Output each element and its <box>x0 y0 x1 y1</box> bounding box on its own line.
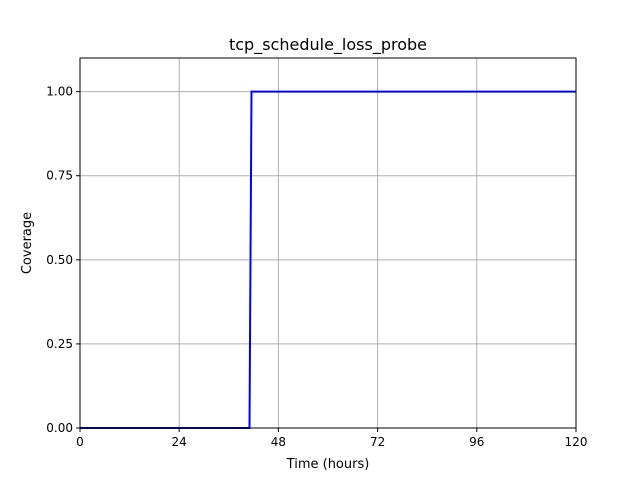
plot-frame <box>79 57 577 429</box>
x-tick-label: 48 <box>271 435 286 449</box>
y-axis-ticks: 0.00 0.25 0.50 0.75 1.00 <box>46 85 80 435</box>
x-tick-label: 72 <box>370 435 385 449</box>
chart-title: tcp_schedule_loss_probe <box>229 35 427 55</box>
y-tick-label: 0.00 <box>46 421 73 435</box>
x-axis-label: Time (hours) <box>286 457 370 472</box>
y-tick-label: 0.75 <box>46 169 73 183</box>
x-tick-label: 96 <box>469 435 484 449</box>
x-axis-ticks: 0 24 48 72 96 120 <box>76 428 587 449</box>
y-axis-label: Coverage <box>20 212 35 274</box>
y-tick-label: 0.25 <box>46 337 73 351</box>
y-tick-label: 0.50 <box>46 253 73 267</box>
x-tick-label: 24 <box>172 435 187 449</box>
x-tick-label: 120 <box>565 435 588 449</box>
y-tick-label: 1.00 <box>46 85 73 99</box>
x-tick-label: 0 <box>76 435 84 449</box>
